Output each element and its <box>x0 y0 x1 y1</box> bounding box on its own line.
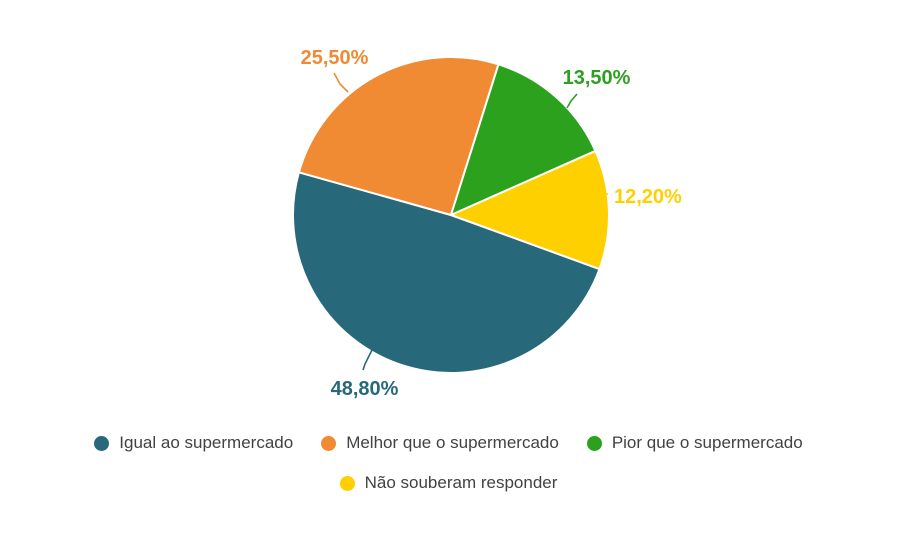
leader-line-melhor-que-o-supermercado <box>333 72 349 93</box>
legend-label-melhor-que-o-supermercado: Melhor que o supermercado <box>346 433 559 452</box>
slice-percentage-labels: 48,80% 25,50% 13,50% 12,20% <box>301 47 682 400</box>
legend-dot-melhor-que-o-supermercado <box>321 435 337 451</box>
slice-label-nao-souberam-responder: 12,20% <box>614 186 682 208</box>
legend-item-nao-souberam-responder: Não souberam responder <box>339 471 558 495</box>
legend-item-melhor-que-o-supermercado: Melhor que o supermercado <box>321 431 559 455</box>
legend-row-1: Igual ao supermercado Melhor que o superm… <box>94 431 803 455</box>
legend-item-pior-que-o-supermercado: Pior que o supermercado <box>586 431 803 455</box>
leader-line-pior-que-o-supermercado <box>566 93 578 109</box>
pie-slice-pior-que-o-supermercado <box>450 63 597 216</box>
label-leader-lines <box>333 72 608 371</box>
pie-slices <box>292 56 610 374</box>
pie-chart: 48,80% 25,50% 13,50% 12,20% <box>292 47 682 400</box>
legend-label-nao-souberam-responder: Não souberam responder <box>364 473 558 492</box>
legend-label-pior-que-o-supermercado: Pior que o supermercado <box>611 433 803 452</box>
legend-label-igual-ao-supermercado: Igual ao supermercado <box>119 433 294 452</box>
slice-label-pior-que-o-supermercado: 13,50% <box>563 67 631 89</box>
pie-slice-melhor-que-o-supermercado <box>297 56 500 216</box>
legend-dot-igual-ao-supermercado <box>94 435 110 451</box>
legend-dot-pior-que-o-supermercado <box>586 435 602 451</box>
legend-dot-nao-souberam-responder <box>339 475 355 491</box>
chart-legend: Igual ao supermercado Melhor que o superm… <box>0 431 897 495</box>
slice-label-igual-ao-supermercado: 48,80% <box>331 378 399 400</box>
leader-line-igual-ao-supermercado <box>362 349 373 371</box>
pie-slice-igual-ao-supermercado <box>292 171 601 374</box>
slice-label-melhor-que-o-supermercado: 25,50% <box>301 47 369 69</box>
legend-row-2: Não souberam responder <box>339 471 558 495</box>
pie-slice-nao-souberam-responder <box>450 149 610 271</box>
legend-item-igual-ao-supermercado: Igual ao supermercado <box>94 431 293 455</box>
